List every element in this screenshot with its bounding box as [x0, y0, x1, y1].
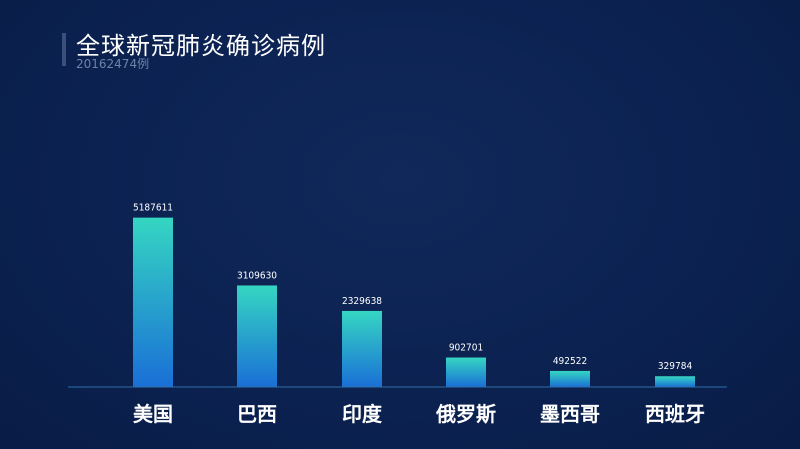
bar-3: [446, 357, 486, 387]
chart-title: 全球新冠肺炎确诊病例: [76, 32, 326, 60]
value-label-0: 5187611: [133, 203, 173, 214]
bar-0: [133, 217, 173, 387]
value-label-3: 902701: [449, 343, 483, 354]
bar-5: [655, 376, 695, 387]
category-labels-group: 美国 巴西 印度 俄罗斯 墨西哥 西班牙: [133, 402, 705, 426]
category-label-1: 巴西: [237, 402, 277, 426]
category-label-2: 印度: [342, 402, 383, 426]
title-accent-bar: [62, 33, 66, 66]
category-label-4: 墨西哥: [540, 402, 600, 426]
category-label-3: 俄罗斯: [435, 402, 496, 426]
category-label-5: 西班牙: [645, 402, 705, 426]
category-label-0: 美国: [133, 402, 173, 426]
bar-2: [342, 310, 382, 387]
chart-subtitle: 20162474例: [76, 57, 150, 71]
bar-4: [550, 370, 590, 387]
value-label-5: 329784: [658, 361, 693, 372]
value-label-2: 2329638: [342, 296, 382, 307]
bars-group: [133, 217, 695, 387]
value-labels-group: 5187611 3109630 2329638 902701 492522 329784: [133, 203, 692, 373]
bar-1: [237, 285, 277, 387]
value-label-1: 3109630: [237, 270, 277, 281]
value-label-4: 492522: [553, 356, 587, 367]
